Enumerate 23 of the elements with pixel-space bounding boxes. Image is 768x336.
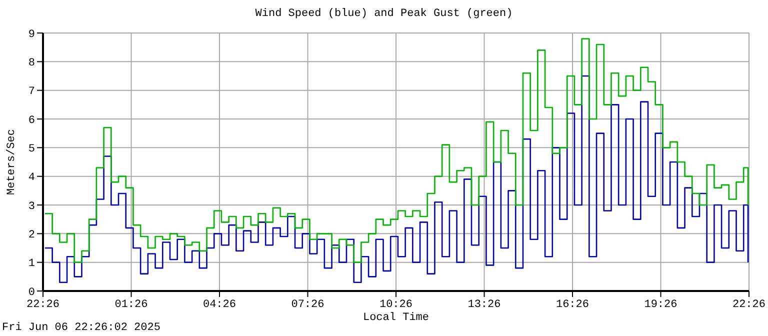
x-tick-label: 04:26 bbox=[202, 298, 236, 311]
text: Fri Jun 06 22:26:02 2025 bbox=[2, 322, 160, 334]
y-tick-label: 4 bbox=[28, 172, 36, 184]
x-axis-title: Local Time bbox=[362, 312, 429, 324]
y-tick-label: 8 bbox=[28, 58, 35, 70]
y-tick-label: 2 bbox=[28, 230, 35, 242]
y-tick-label: 1 bbox=[28, 258, 36, 270]
x-tick-label: 10:26 bbox=[379, 298, 413, 311]
y-tick-label: 9 bbox=[28, 28, 35, 41]
y-tick-label: 3 bbox=[28, 200, 35, 213]
x-tick-label: 16:26 bbox=[556, 298, 590, 311]
chart-title: Wind Speed (blue) and Peak Gust (green) bbox=[254, 8, 514, 20]
y-tick-label: 0 bbox=[28, 286, 35, 299]
y-tick-label: 5 bbox=[28, 144, 35, 156]
x-tick-label: 13:26 bbox=[468, 298, 501, 311]
x-tick-label: 01:26 bbox=[114, 298, 148, 311]
x-tick-label: 07:26 bbox=[291, 298, 324, 311]
y-tick-label: 6 bbox=[28, 114, 35, 127]
y-tick-label: 7 bbox=[28, 86, 35, 98]
x-tick-label: 22:26 bbox=[26, 298, 60, 311]
x-tick-label: 22:26 bbox=[732, 298, 766, 311]
y-axis-title: Meters/Sec bbox=[6, 128, 18, 196]
x-tick-label: 19:26 bbox=[644, 298, 678, 311]
